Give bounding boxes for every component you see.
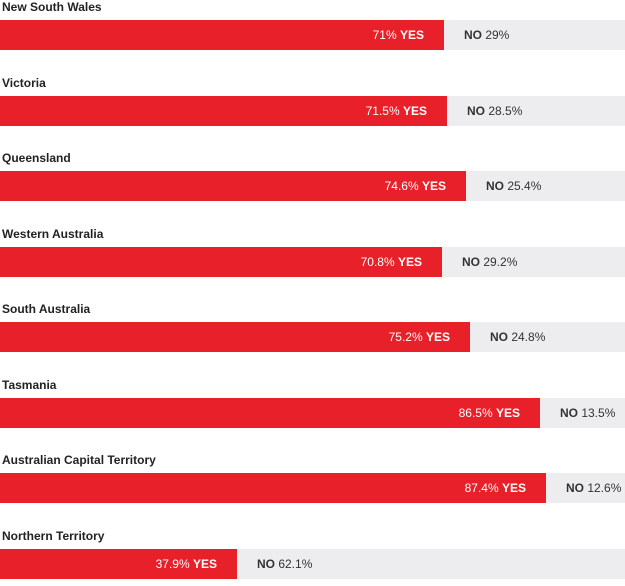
no-word: NO (560, 405, 578, 420)
yes-percent: 87.4% (464, 481, 502, 495)
yes-word: YES (399, 28, 424, 42)
no-percent: 62.1% (275, 556, 313, 571)
state-name: South Australia (2, 302, 91, 316)
no-value-label: NO 24.8% (490, 322, 545, 352)
state-row: Northern Territory 37.9% YES NO 62.1% (0, 529, 625, 581)
no-bar: 75.2% YES NO 24.8% (0, 322, 625, 352)
state-name: Tasmania (2, 377, 57, 392)
no-word: NO (257, 556, 275, 571)
yes-bar (0, 322, 470, 352)
state-name: Western Australia (2, 226, 104, 241)
yes-bar (0, 548, 237, 579)
yes-value-label: 75.2% YES (389, 322, 450, 352)
yes-percent: 71.5% (365, 103, 403, 118)
yes-bar (0, 20, 444, 50)
no-value-label: NO 12.6% (566, 473, 621, 503)
yes-value-label: 37.9% YES (156, 549, 217, 579)
no-percent: 29% (482, 28, 510, 42)
no-bar: 37.9% YES NO 62.1% (0, 548, 625, 579)
no-word: NO (467, 103, 485, 118)
no-value-label: NO 62.1% (257, 549, 312, 579)
yes-percent: 37.9% (155, 556, 193, 571)
state-row: Victoria 71.5% YES NO 28.5% (0, 76, 625, 128)
yes-word: YES (501, 481, 526, 495)
state-name: Australian Capital Territory (2, 453, 156, 467)
no-percent: 29.2% (480, 254, 518, 269)
no-bar: 87.4% YES NO 12.6% (0, 473, 625, 503)
no-percent: 28.5% (485, 103, 523, 118)
no-bar: 86.5% YES NO 13.5% (0, 397, 625, 428)
yes-value-label: 87.4% YES (465, 473, 526, 503)
no-word: NO (486, 179, 504, 193)
yes-percent: 75.2% (388, 330, 426, 344)
state-row: Western Australia 70.8% YES NO 29.2% (0, 227, 625, 279)
yes-percent: 74.6% (384, 179, 422, 193)
no-word: NO (464, 28, 482, 42)
yes-percent: 70.8% (360, 254, 398, 269)
yes-word: YES (425, 330, 450, 344)
state-name: Victoria (2, 75, 46, 90)
no-word: NO (462, 254, 480, 269)
state-row: Queensland 74.6% YES NO 25.4% (0, 151, 625, 203)
no-word: NO (566, 481, 584, 495)
yes-bar (0, 397, 540, 428)
yes-value-label: 71% YES (373, 20, 424, 50)
no-bar: 74.6% YES NO 25.4% (0, 171, 625, 201)
no-percent: 24.8% (508, 330, 546, 344)
yes-bar (0, 171, 466, 201)
state-row: New South Wales 71% YES NO 29% (0, 0, 625, 52)
yes-value-label: 86.5% YES (459, 398, 520, 428)
yes-word: YES (402, 103, 427, 118)
state-row: South Australia 75.2% YES NO 24.8% (0, 302, 625, 354)
yes-bar (0, 95, 447, 126)
state-row: Tasmania 86.5% YES NO 13.5% (0, 378, 625, 430)
yes-word: YES (495, 405, 520, 420)
yes-bar (0, 473, 546, 503)
no-value-label: NO 13.5% (560, 398, 615, 428)
yes-word: YES (421, 179, 446, 193)
state-name: Northern Territory (2, 528, 105, 543)
yes-percent: 71% (372, 28, 400, 42)
yes-word: YES (397, 254, 422, 269)
no-value-label: NO 25.4% (486, 171, 541, 201)
no-word: NO (490, 330, 508, 344)
no-value-label: NO 29.2% (462, 247, 517, 277)
yes-value-label: 70.8% YES (361, 247, 422, 277)
state-name: New South Wales (2, 0, 102, 14)
yes-percent: 86.5% (458, 405, 496, 420)
yes-word: YES (192, 556, 217, 571)
no-percent: 13.5% (578, 405, 616, 420)
no-bar: 70.8% YES NO 29.2% (0, 246, 625, 277)
no-percent: 12.6% (584, 481, 622, 495)
no-bar: 71% YES NO 29% (0, 20, 625, 50)
yes-bar (0, 246, 442, 277)
state-name: Queensland (2, 151, 71, 165)
no-bar: 71.5% YES NO 28.5% (0, 95, 625, 126)
yes-value-label: 71.5% YES (366, 96, 427, 126)
no-percent: 25.4% (504, 179, 542, 193)
no-value-label: NO 29% (464, 20, 509, 50)
state-row: Australian Capital Territory 87.4% YES NO … (0, 453, 625, 505)
yes-value-label: 74.6% YES (385, 171, 446, 201)
no-value-label: NO 28.5% (467, 96, 522, 126)
